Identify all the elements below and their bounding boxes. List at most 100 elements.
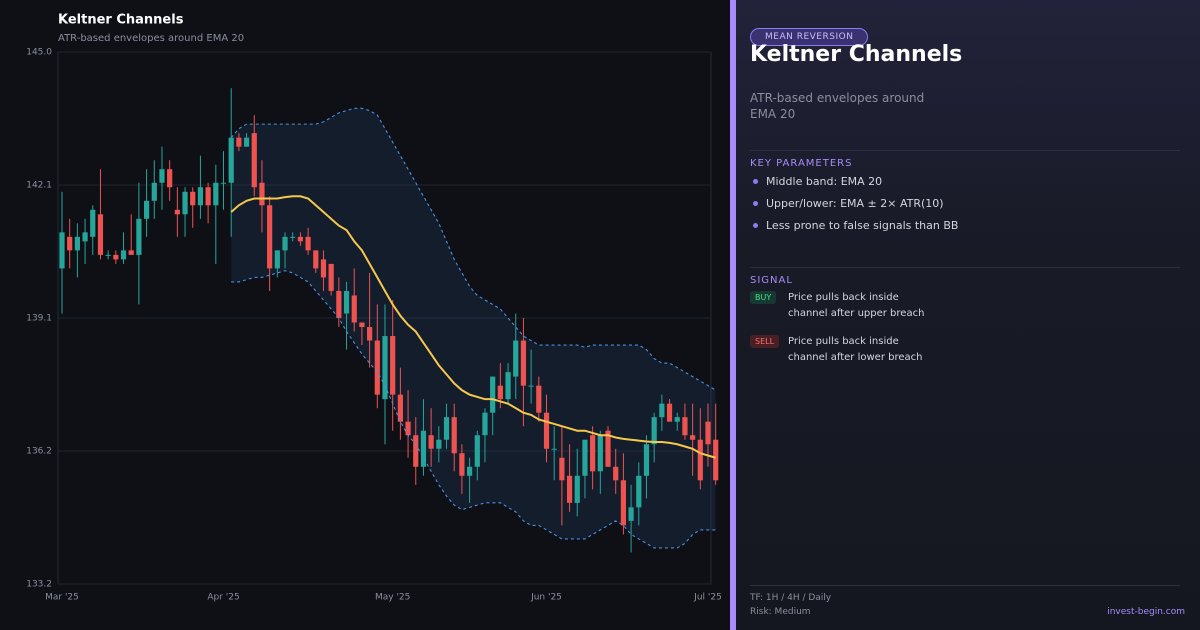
candle-body <box>367 327 373 341</box>
section-heading: SIGNAL <box>750 275 793 286</box>
separator <box>730 0 736 630</box>
candle-body <box>536 385 542 413</box>
chart-bg <box>0 0 730 630</box>
candle-body <box>620 480 627 526</box>
candle-body <box>443 417 450 440</box>
chart-title: Keltner Channels <box>58 13 184 28</box>
candle-body <box>151 182 157 201</box>
candle-body <box>666 403 673 422</box>
x-tick-label: Mar '25 <box>45 593 79 603</box>
sell-tag: SELL <box>750 335 780 348</box>
candle-body <box>397 394 403 422</box>
chart-subtitle: ATR-based envelopes around EMA 20 <box>58 33 244 44</box>
candle-body <box>436 439 442 449</box>
candle-body <box>297 236 304 242</box>
candle-body <box>236 137 242 147</box>
candle-body <box>113 254 119 260</box>
candle-body <box>466 466 473 476</box>
channel-band <box>230 107 716 391</box>
y-tick-label: 133.2 <box>26 580 52 590</box>
candle-body <box>551 448 557 450</box>
candle-body <box>197 187 204 206</box>
candle-body <box>67 236 73 251</box>
candle-body <box>405 421 411 436</box>
chart: Keltner Channels ATR-based envelopes aro… <box>0 0 730 630</box>
candle-body <box>582 439 588 476</box>
footer-text: Risk: Medium <box>750 607 811 617</box>
signal-text: Price pulls back inside channel after up… <box>788 292 925 319</box>
y-tick-label: 139.1 <box>26 314 52 324</box>
site-link[interactable]: invest-begin.com <box>1107 607 1185 617</box>
candle-body <box>274 250 280 269</box>
candle-body <box>528 385 534 387</box>
candle-body <box>328 263 334 291</box>
candle-body <box>413 435 419 467</box>
bullet <box>753 223 758 228</box>
info-panel: MEAN REVERSION Keltner Channels ATR-base… <box>736 0 1200 630</box>
x-tick-label: Apr '25 <box>207 593 239 603</box>
candle-body <box>343 290 350 314</box>
candle-body <box>251 133 257 188</box>
candle-body <box>290 236 296 238</box>
candle-body <box>651 417 657 445</box>
candle-body <box>74 236 80 251</box>
candle-body <box>120 250 127 260</box>
candle-body <box>451 417 457 454</box>
candle-body <box>543 412 550 449</box>
candle-body <box>559 457 565 481</box>
candle-body <box>497 385 503 400</box>
candle-body <box>351 295 357 323</box>
candle-body <box>490 376 496 413</box>
candle-body <box>243 137 250 147</box>
candle-body <box>574 475 580 503</box>
candle-body <box>613 466 619 481</box>
param: Middle band: EMA 20 <box>766 175 883 188</box>
candle-body <box>597 435 603 472</box>
candle-body <box>228 137 234 183</box>
y-tick-label: 142.1 <box>26 181 52 191</box>
candle-body <box>713 439 719 481</box>
candle-body <box>167 169 173 188</box>
candle-body <box>420 430 427 467</box>
candle-body <box>390 336 396 395</box>
candle-body <box>82 232 88 242</box>
param: Upper/lower: EMA ± 2× ATR(10) <box>766 197 944 210</box>
candle-body <box>305 236 311 251</box>
candle-body <box>128 250 134 255</box>
candle-body <box>97 214 104 255</box>
divider <box>750 267 1180 268</box>
panel-title: Keltner Channels <box>750 42 963 67</box>
candle-body <box>220 182 227 184</box>
candle-body <box>105 254 111 256</box>
candle-body <box>643 444 650 476</box>
signal-text: Price pulls back inside channel after lo… <box>788 336 923 363</box>
candle-body <box>659 403 665 418</box>
candle-body <box>159 169 165 183</box>
candle-body <box>267 205 273 269</box>
candle-body <box>313 250 319 269</box>
candle-body <box>697 439 703 481</box>
candle-body <box>682 417 688 436</box>
candle-body <box>636 475 642 508</box>
x-tick-label: May '25 <box>375 593 410 603</box>
candle-body <box>566 475 573 503</box>
candle-body <box>174 209 180 215</box>
candle-body <box>213 182 219 206</box>
candle-body <box>259 182 265 206</box>
candle-body <box>282 236 288 251</box>
candle-body <box>590 435 596 472</box>
candle-body <box>505 372 511 400</box>
candle-body <box>136 218 142 255</box>
candle-body <box>143 200 150 219</box>
x-tick-label: Jul '25 <box>693 593 722 603</box>
divider <box>750 150 1180 151</box>
ema-line <box>230 195 716 459</box>
candle-body <box>374 340 380 395</box>
y-tick-label: 145.0 <box>26 48 52 58</box>
candle-body <box>690 435 696 440</box>
bullet <box>753 201 758 206</box>
param: Less prone to false signals than BB <box>766 219 959 232</box>
candle-body <box>474 435 480 467</box>
candle-body <box>205 187 211 206</box>
